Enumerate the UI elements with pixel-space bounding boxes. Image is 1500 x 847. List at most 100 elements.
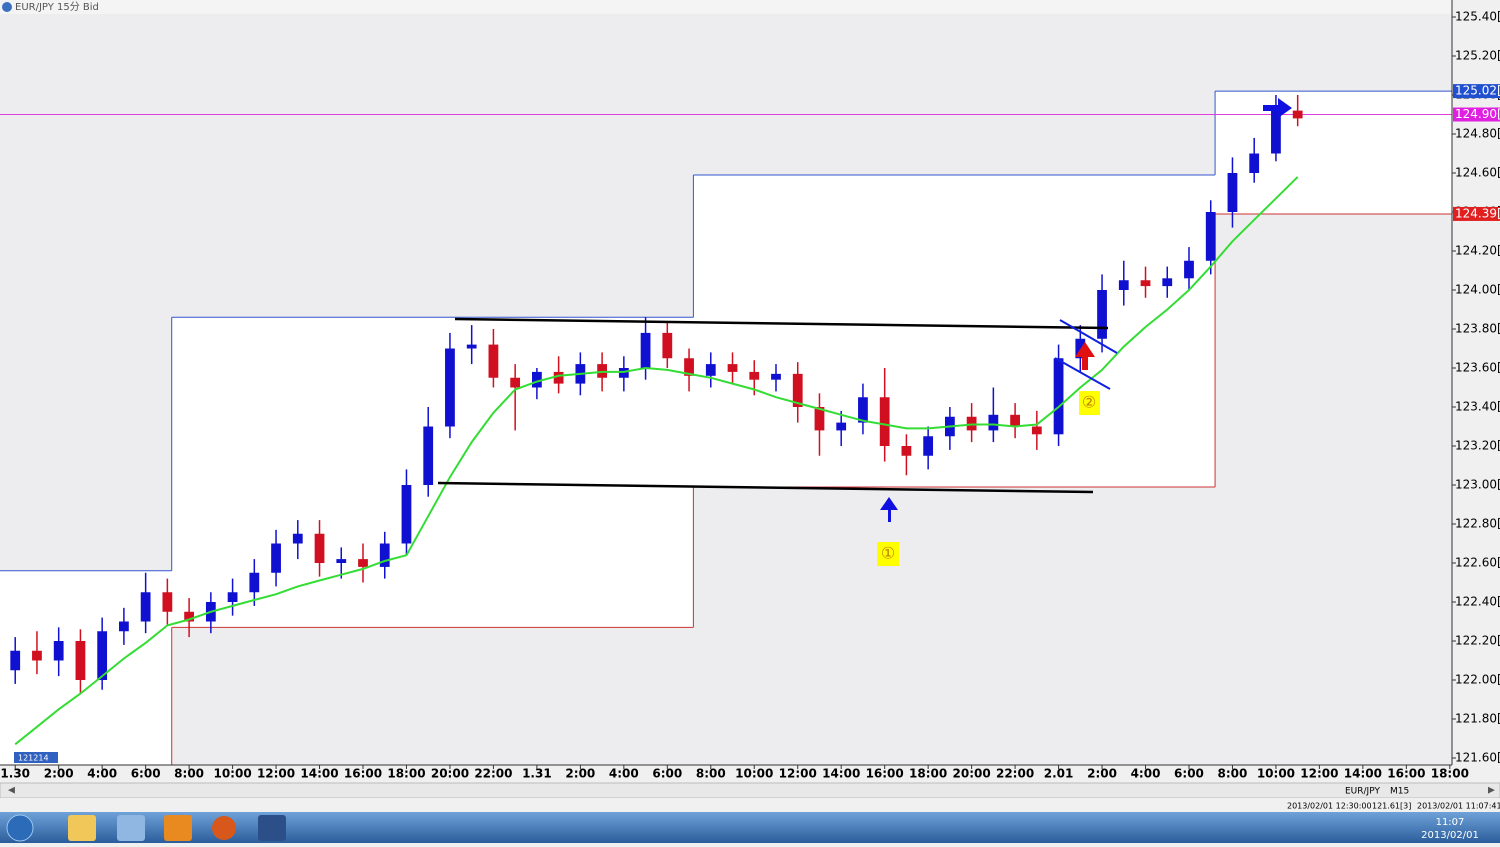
- x-tick-label: 1.30: [0, 767, 30, 781]
- candle-body: [901, 446, 912, 456]
- x-tick-label: 2.01: [1044, 767, 1074, 781]
- start-button[interactable]: [6, 814, 34, 842]
- candle-body: [814, 407, 825, 431]
- candle-body: [1075, 338, 1086, 359]
- marks: [0, 95, 1452, 746]
- candle-body: [792, 373, 803, 407]
- symbol-select[interactable]: EUR/JPY: [1345, 787, 1380, 797]
- candle-body: [227, 592, 238, 602]
- candle-body: [401, 485, 412, 544]
- y-tick-label: 124.80[0: [1455, 127, 1500, 141]
- candle-body: [184, 611, 194, 622]
- scroll-left[interactable]: ◀: [8, 786, 15, 796]
- x-tick-label: 14:00: [300, 767, 338, 781]
- scrollbar[interactable]: [0, 782, 1500, 799]
- candle-body: [488, 344, 499, 378]
- x-tick-label: 4:00: [1131, 767, 1161, 781]
- annotation: ②: [1082, 393, 1096, 412]
- y-tick-label: 124.60[0: [1455, 166, 1500, 180]
- x-tick-label: 8:00: [174, 767, 204, 781]
- taskbar-app[interactable]: [212, 816, 236, 840]
- y-tick-label: 123.40[0: [1455, 400, 1500, 414]
- y-tick-label: 122.60[0: [1455, 556, 1500, 570]
- candle-body: [1292, 110, 1303, 119]
- candle-body: [988, 414, 999, 431]
- period-select[interactable]: M15: [1390, 787, 1409, 797]
- x-tick-label: 4:00: [609, 767, 639, 781]
- candle-body: [1249, 153, 1260, 173]
- x-tick-label: 1.31: [522, 767, 552, 781]
- candle-body: [749, 371, 760, 380]
- candle-body: [727, 364, 738, 372]
- candle-body: [466, 344, 477, 349]
- price-label-bg: [1453, 107, 1500, 122]
- arrow: [1263, 98, 1292, 118]
- candle-body: [836, 422, 847, 431]
- candle-body: [97, 631, 108, 680]
- taskbar-app[interactable]: [117, 815, 145, 841]
- x-tick-label: 2:00: [1087, 767, 1117, 781]
- status-bar: [0, 798, 1500, 812]
- x-tick-label: 6:00: [1174, 767, 1204, 781]
- x-tick-label: 12:00: [257, 767, 295, 781]
- window-title: EUR/JPY 15分 Bid: [15, 1, 99, 13]
- candle-body: [1271, 110, 1281, 154]
- candle-body: [1118, 280, 1129, 290]
- y-tick-label: 123.20[0: [1455, 439, 1500, 453]
- candle-body: [249, 572, 260, 593]
- candle-body: [510, 377, 521, 388]
- candle-body: [1162, 278, 1173, 287]
- scroll-right[interactable]: ▶: [1488, 786, 1495, 796]
- candle-body: [1031, 426, 1042, 435]
- arrow: [1075, 342, 1095, 370]
- x-tick-label: 4:00: [87, 767, 117, 781]
- candle-body: [1010, 414, 1020, 427]
- channel-line: [1054, 357, 1111, 390]
- candle-body: [1053, 358, 1064, 435]
- taskbar-app[interactable]: [164, 815, 192, 841]
- candle-body: [879, 397, 890, 446]
- x-tick-label: 8:00: [696, 767, 726, 781]
- y-tick-label: 124.00[0: [1455, 283, 1500, 297]
- annotation-bg: [877, 542, 899, 566]
- y-tick-label: 123.00[0: [1455, 478, 1500, 492]
- candle-body: [1227, 173, 1238, 212]
- price-label-bg: [1453, 84, 1500, 99]
- candle-body: [1097, 290, 1107, 339]
- y-tick-label: 123.80[0: [1455, 322, 1500, 336]
- candle-body: [771, 373, 781, 380]
- candle-body: [423, 426, 434, 485]
- y-tick-label: 125.20[0: [1455, 49, 1500, 63]
- status-server-time: 2013/02/01 11:07:41: [1417, 802, 1500, 811]
- date: 2013/02/01: [1421, 830, 1479, 841]
- x-tick-label: 6:00: [652, 767, 682, 781]
- taskbar-app[interactable]: [258, 815, 286, 841]
- y-tick-label: 122.80[0: [1455, 517, 1500, 531]
- x-tick-label: 20:00: [953, 767, 991, 781]
- candle-body: [923, 436, 934, 456]
- clock: 11:07: [1436, 817, 1465, 828]
- candle-body: [75, 641, 86, 680]
- candle-body: [705, 364, 716, 376]
- candle-body: [858, 397, 868, 423]
- price-label: 125.02[9: [1455, 84, 1500, 98]
- x-tick-label: 16:00: [1387, 767, 1425, 781]
- candle-body: [358, 559, 368, 567]
- candle-body: [1140, 280, 1151, 287]
- y-tick-label: 121.80[0: [1455, 712, 1500, 726]
- x-tick-label: 22:00: [996, 767, 1034, 781]
- candle-body: [53, 641, 64, 661]
- x-tick-label: 18:00: [909, 767, 947, 781]
- y-tick-label: 123.60[0: [1455, 361, 1500, 375]
- y-tick-label: 125.40[0: [1455, 10, 1500, 24]
- price-label: 124.90[7: [1455, 107, 1500, 121]
- candle-body: [379, 543, 390, 567]
- candle-body: [119, 621, 129, 632]
- candle-body: [336, 559, 347, 563]
- candle-body: [532, 371, 542, 388]
- corner-label-bg: [14, 752, 58, 763]
- candle-body: [162, 592, 173, 612]
- taskbar-app[interactable]: [68, 815, 96, 841]
- candle-body: [271, 543, 281, 573]
